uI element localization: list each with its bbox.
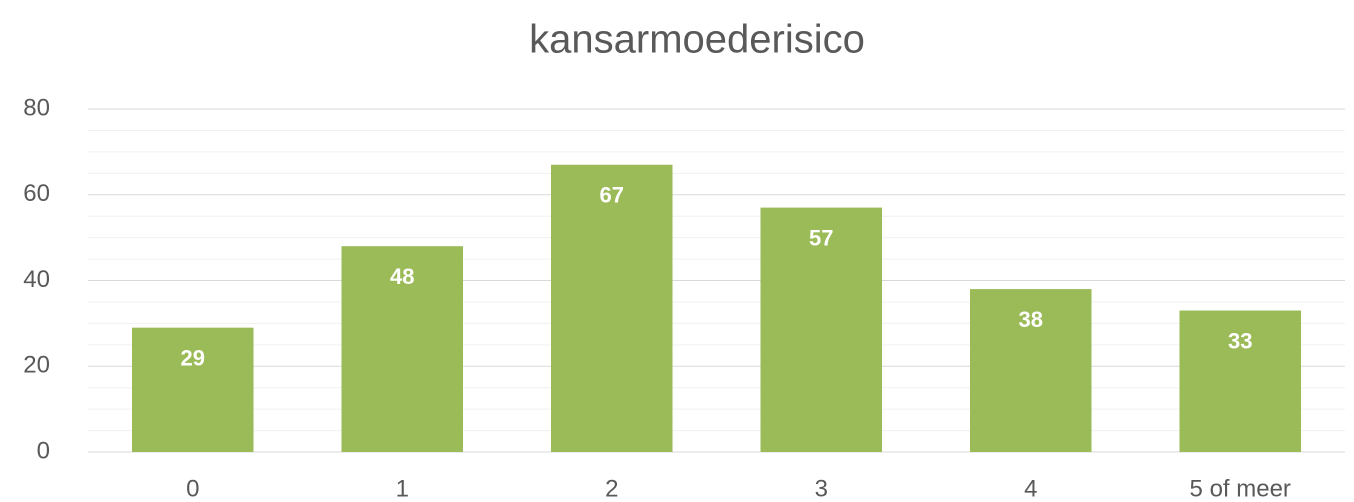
bar — [550, 164, 673, 453]
data-label: 48 — [390, 264, 414, 289]
chart-title: kansarmoederisico — [529, 18, 865, 62]
y-tick-label: 0 — [37, 437, 50, 464]
bar — [760, 207, 883, 452]
bar — [131, 327, 254, 452]
data-label: 33 — [1228, 328, 1252, 353]
data-label: 29 — [181, 345, 205, 370]
y-tick-label: 60 — [23, 180, 50, 207]
x-tick-label: 1 — [396, 475, 409, 502]
y-tick-label: 20 — [23, 352, 50, 379]
data-label: 67 — [600, 183, 624, 208]
data-label: 57 — [809, 225, 833, 250]
x-tick-label: 2 — [605, 475, 618, 502]
data-label: 38 — [1019, 307, 1043, 332]
y-tick-label: 40 — [23, 266, 50, 293]
bar — [341, 246, 464, 452]
y-tick-label: 80 — [23, 94, 50, 121]
x-tick-label: 3 — [815, 475, 828, 502]
bar — [1179, 310, 1302, 452]
x-tick-label: 0 — [186, 475, 199, 502]
bar — [969, 289, 1092, 452]
x-tick-label: 4 — [1024, 475, 1037, 502]
x-tick-label: 5 of meer — [1190, 475, 1291, 502]
